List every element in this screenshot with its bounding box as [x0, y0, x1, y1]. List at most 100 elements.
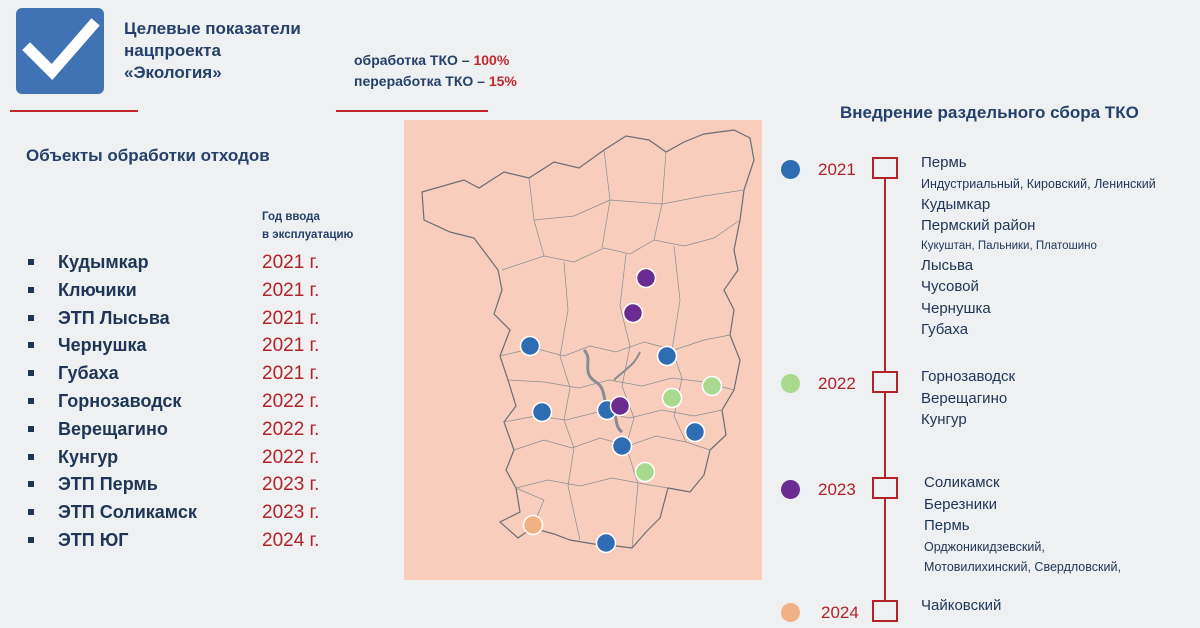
timeline-entry: Березники — [924, 495, 998, 513]
object-name: Горнозаводск — [58, 390, 182, 411]
target-row: переработка ТКО – 15% — [354, 73, 517, 89]
object-name: ЭТП Соликамск — [58, 502, 197, 523]
timeline-entries: Пермь Индустриальный, Кировский, Ленински… — [921, 152, 1156, 341]
timeline-entry: Чернушка — [921, 299, 991, 317]
timeline-year: 2024 — [821, 603, 859, 622]
legend-dot-2024 — [781, 603, 800, 622]
timeline-marker-box — [872, 371, 898, 393]
target-row: обработка ТКО – 100% — [354, 52, 510, 68]
bullet-icon — [28, 425, 34, 432]
object-name: ЭТП Пермь — [58, 474, 158, 495]
kama-river — [582, 348, 624, 434]
checkmark-icon — [22, 18, 100, 81]
timeline-entry: Пермский район — [921, 217, 1036, 234]
object-year: 2023 г. — [262, 502, 320, 524]
timeline-entry: Губаха — [921, 321, 969, 338]
object-year: 2022 г. — [262, 390, 320, 412]
timeline-marker-box — [872, 600, 898, 622]
facility-marker-2021 — [519, 335, 541, 357]
object-year: 2024 г. — [262, 529, 320, 551]
bullet-icon — [28, 481, 34, 488]
region-outline — [421, 129, 755, 549]
object-year: 2022 г. — [262, 418, 320, 440]
list-item: ЭТП Лысьва 2021 г. — [26, 306, 376, 334]
object-name: Кудымкар — [58, 252, 149, 272]
facility-marker-2023 — [622, 302, 644, 324]
bullet-icon — [28, 509, 34, 516]
list-item: ЭТП ЮГ 2024 г. — [26, 528, 376, 556]
timeline-entry: Мотовилихинский, Свердловский, — [924, 559, 1121, 574]
legend-dot-2021 — [781, 160, 800, 179]
list-item: Кудымкар 2021 г. — [26, 250, 376, 278]
timeline-entry: Чайковский — [921, 597, 1002, 614]
timeline-entry: Горнозаводск — [921, 368, 1016, 385]
object-year: 2023 г. — [262, 474, 320, 496]
list-item: Кунгур 2022 г. — [26, 445, 376, 473]
object-name: Кунгур — [58, 446, 119, 467]
object-name: Губаха — [58, 363, 119, 384]
bullet-icon — [28, 397, 34, 404]
facility-marker-2022 — [701, 375, 723, 397]
timeline-entry: Кукуштан, Пальники, Платошино — [921, 239, 1097, 252]
timeline-year: 2022 — [818, 374, 856, 393]
list-item: Горнозаводск 2022 г. — [26, 389, 376, 417]
bullet-icon — [28, 286, 34, 293]
timeline-marker-box — [872, 477, 898, 499]
legend-dot-2022 — [781, 374, 800, 393]
bullet-icon — [28, 342, 34, 349]
timeline-entry: Орджоникидзевский, — [924, 539, 1045, 554]
timeline-entry: Индустриальный, Кировский, Ленинский — [921, 176, 1156, 191]
title-line: «Экология» — [124, 63, 222, 82]
bullet-icon — [28, 259, 34, 265]
facility-marker-2021 — [684, 421, 706, 443]
map-markers — [519, 267, 723, 554]
timeline-entries: Горнозаводск Верещагино Кунгур — [921, 366, 1015, 431]
title-line: Целевые показатели — [124, 19, 301, 38]
bullet-icon — [28, 453, 34, 460]
facility-marker-2021 — [611, 435, 633, 457]
list-item: Верещагино 2022 г. — [26, 417, 376, 445]
facility-marker-2021 — [531, 401, 553, 423]
timeline-entries: Соликамск Березники Пермь Орджоникидзевский… — [924, 472, 1121, 577]
object-name: ЭТП Лысьва — [58, 307, 170, 328]
bullet-icon — [28, 536, 34, 543]
objects-list: Кудымкар 2021 г. Ключики 2021 г. ЭТП Лысьва 2… — [26, 250, 376, 556]
bullet-icon — [28, 314, 34, 321]
list-item: Губаха 2021 г. — [26, 361, 376, 389]
timeline-entry: Пермь — [921, 154, 967, 171]
list-item: ЭТП Соликамск 2023 г. — [26, 500, 376, 528]
facility-marker-2023 — [635, 267, 657, 289]
object-name: Ключики — [58, 279, 137, 300]
object-name: ЭТП ЮГ — [58, 529, 129, 550]
header-divider — [336, 110, 488, 112]
object-year: 2021 г. — [262, 363, 320, 385]
year-column-header: Год ввода в эксплуатацию — [262, 211, 354, 241]
bullet-icon — [28, 370, 34, 377]
facility-marker-2021 — [595, 532, 617, 554]
facility-marker-2022 — [661, 387, 683, 409]
object-name: Верещагино — [58, 418, 168, 439]
facility-marker-2022 — [634, 461, 656, 483]
page-title: Целевые показатели нацпроекта «Экология» — [124, 18, 301, 84]
timeline-entry: Чусовой — [921, 278, 979, 295]
timeline-year: 2021 — [818, 160, 856, 179]
object-year: 2021 г. — [262, 279, 320, 301]
list-item: Ключики 2021 г. — [26, 278, 376, 306]
object-year: 2021 г. — [262, 335, 320, 357]
timeline-marker-box — [872, 157, 898, 179]
timeline-entry: Кудымкар — [921, 195, 991, 213]
timeline-entry: Пермь — [924, 517, 970, 534]
timeline-entry: Верещагино — [921, 389, 1008, 407]
object-name: Чернушка — [58, 335, 147, 356]
objects-title: Объекты обработки отходов — [26, 146, 270, 165]
legend-dot-2023 — [781, 480, 800, 499]
object-year: 2021 г. — [262, 252, 320, 273]
object-year: 2022 г. — [262, 446, 320, 468]
timeline-year: 2023 — [818, 480, 856, 499]
timeline-entry: Лысьва — [921, 256, 974, 274]
timeline-entries: Чайковский — [921, 595, 1001, 617]
timeline-entry: Соликамск — [924, 474, 1000, 491]
timeline-title: Внедрение раздельного сбора ТКО — [840, 103, 1139, 122]
list-item: ЭТП Пермь 2023 г. — [26, 472, 376, 500]
title-line: нацпроекта — [124, 41, 221, 60]
